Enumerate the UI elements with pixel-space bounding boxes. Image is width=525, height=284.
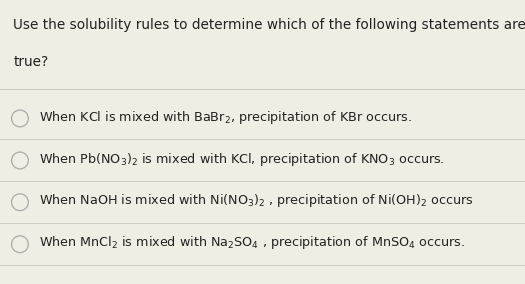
- Text: true?: true?: [13, 55, 48, 69]
- Text: When Pb(NO$_3$)$_2$ is mixed with KCl, precipitation of KNO$_3$ occurs.: When Pb(NO$_3$)$_2$ is mixed with KCl, p…: [39, 151, 445, 168]
- Text: When NaOH is mixed with Ni(NO$_3$)$_2$ , precipitation of Ni(OH)$_2$ occurs: When NaOH is mixed with Ni(NO$_3$)$_2$ ,…: [39, 192, 474, 209]
- Text: Use the solubility rules to determine which of the following statements are: Use the solubility rules to determine wh…: [13, 18, 525, 32]
- Text: When MnCl$_2$ is mixed with Na$_2$SO$_4$ , precipitation of MnSO$_4$ occurs.: When MnCl$_2$ is mixed with Na$_2$SO$_4$…: [39, 234, 466, 251]
- Text: When KCl is mixed with BaBr$_2$, precipitation of KBr occurs.: When KCl is mixed with BaBr$_2$, precipi…: [39, 108, 413, 126]
